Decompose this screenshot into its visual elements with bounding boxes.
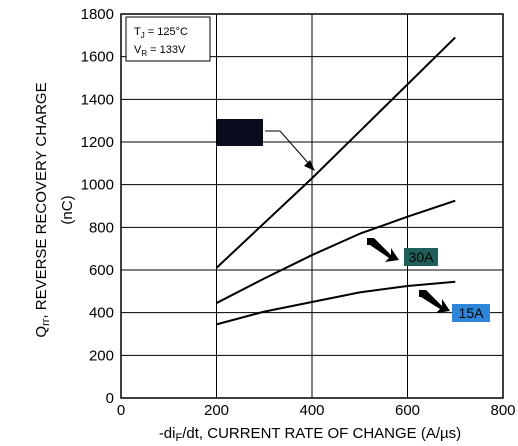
series-lines xyxy=(215,36,456,326)
series-line-1 xyxy=(215,36,456,269)
x-axis-label: -diF/dt, CURRENT RATE OF CHANGE (A/µs) xyxy=(159,425,461,444)
leader-line-1 xyxy=(265,130,311,166)
series-label-2 xyxy=(404,248,438,266)
x-tick-label: 600 xyxy=(395,402,420,419)
series-label-arrow-2 xyxy=(367,238,399,262)
y-tick-label: 1800 xyxy=(81,6,114,23)
y-tick-label: 1400 xyxy=(81,91,114,108)
y-tick-label: 200 xyxy=(89,347,114,364)
svg-text:(nC): (nC) xyxy=(59,195,76,224)
series-label-1 xyxy=(217,119,263,146)
x-tick-label: 400 xyxy=(299,402,324,419)
svg-text:Qrr, REVERSE RECOVERY CHARGE: Qrr, REVERSE RECOVERY CHARGE xyxy=(33,82,52,337)
y-tick-label: 0 xyxy=(106,390,114,407)
leader-arrowhead-1 xyxy=(304,160,315,171)
annotations: 30A 15A xyxy=(217,119,490,322)
y-tick-label: 1000 xyxy=(81,177,114,194)
series-label-arrow-3 xyxy=(419,290,450,313)
series-line-3 xyxy=(216,280,456,326)
series-label-2-text: 30A xyxy=(409,249,435,265)
series-label-3-text: 15A xyxy=(459,305,485,321)
grid xyxy=(121,14,503,398)
x-tick-label: 200 xyxy=(204,402,229,419)
plot-frame xyxy=(120,13,504,399)
y-tick-label: 800 xyxy=(89,219,114,236)
conditions-box: TJ = 125°C VR = 133V xyxy=(125,16,211,62)
y-tick-label: 600 xyxy=(89,262,114,279)
series-line-2 xyxy=(216,199,456,304)
x-tick-label: 0 xyxy=(117,402,125,419)
condition-tj: TJ = 125°C xyxy=(134,26,188,40)
x-tick-label: 800 xyxy=(490,402,515,419)
axis-ticks: 0 200 400 600 800 0 200 400 600 800 1000 1200 1400 16… xyxy=(81,6,516,419)
series-label-3 xyxy=(452,304,490,322)
y-tick-label: 400 xyxy=(89,305,114,322)
condition-vr: VR = 133V xyxy=(134,44,186,58)
y-axis-label: Qrr, REVERSE RECOVERY CHARGE (nC) xyxy=(33,82,76,337)
y-tick-label: 1200 xyxy=(81,134,114,151)
y-tick-label: 1600 xyxy=(81,49,114,66)
